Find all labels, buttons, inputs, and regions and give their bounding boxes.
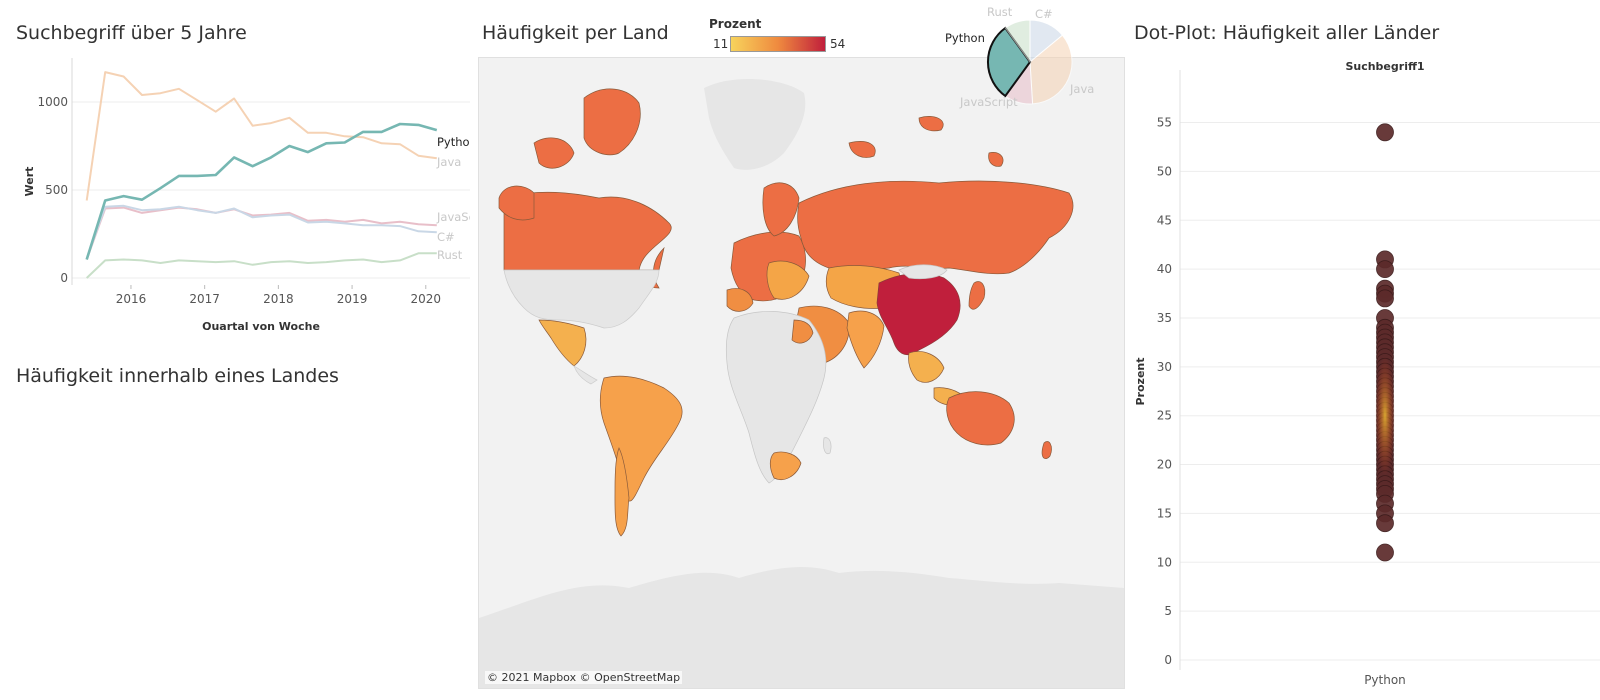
pie-label: JavaScript (959, 95, 1018, 109)
line-chart[interactable]: 0 500 1000 2016 2017 2018 2019 2020 Quartal von … (0, 0, 470, 330)
y-tick-label: 5 (1164, 604, 1172, 618)
alaska-shape[interactable] (498, 185, 535, 221)
y-tick-label: 50 (1157, 164, 1172, 178)
world-map[interactable]: © 2021 Mapbox © OpenStreetMap (478, 57, 1125, 689)
series-line-rust (86, 252, 437, 279)
series-label: Java (436, 155, 461, 169)
map-shapes (479, 78, 1124, 688)
data-point (1376, 289, 1394, 308)
map-legend-title: Prozent (709, 17, 762, 31)
y-axis-label: Wert (23, 167, 36, 197)
x-tick-label: 2017 (189, 292, 220, 306)
pie-slice-rust (1004, 19, 1031, 64)
map-title: Häufigkeit per Land (482, 22, 669, 44)
x-tick-label: 2019 (337, 292, 368, 306)
line-chart-title: Suchbegriff über 5 Jahre (16, 22, 247, 44)
y-tick-label: 15 (1157, 506, 1172, 520)
y-tick-label: 0 (60, 271, 68, 285)
usa-shape (503, 269, 660, 329)
pie-slice-java (1029, 34, 1073, 105)
madagascar-shape (823, 437, 832, 455)
data-point (1376, 123, 1394, 142)
china-shape[interactable] (876, 273, 961, 356)
chile-shape[interactable] (614, 447, 630, 537)
canada-islands-shape[interactable] (533, 88, 641, 169)
eastern-europe-shape[interactable] (766, 260, 810, 300)
egypt-shape[interactable] (791, 319, 814, 344)
series-label: Rust (437, 248, 463, 262)
pie-label: C# (1035, 7, 1053, 21)
x-axis-label: Quartal von Woche (202, 320, 320, 330)
series-line-javascript (85, 206, 437, 260)
series-line-java (85, 71, 437, 201)
y-tick-label: 55 (1157, 116, 1172, 130)
india-shape[interactable] (846, 310, 885, 369)
iberia-shape[interactable] (726, 288, 754, 312)
mexico-shape[interactable] (538, 319, 587, 367)
antarctica-shape (479, 566, 1124, 688)
y-tick-label: 0 (1164, 653, 1172, 667)
series-line-python (85, 122, 438, 260)
data-point (1376, 514, 1394, 533)
y-axis-label: Prozent (1134, 358, 1147, 406)
y-tick-label: 1000 (37, 95, 68, 109)
central-america-shape (573, 365, 598, 385)
dot-plot-title: Dot-Plot: Häufigkeit aller Länder (1134, 22, 1440, 44)
dot-plot-header: Suchbegriff1 (1345, 60, 1424, 73)
new-zealand-shape[interactable] (1041, 441, 1052, 459)
data-point (1376, 543, 1394, 562)
x-axis-label: Python (1364, 673, 1406, 687)
dot-plot[interactable]: Suchbegriff1 0 5 10 15 20 25 30 35 40 45 50 55 Prozen… (1130, 0, 1600, 700)
country-panel-title: Häufigkeit innerhalb eines Landes (16, 365, 339, 387)
south-africa-shape[interactable] (769, 451, 802, 480)
scandinavia-shape[interactable] (762, 182, 800, 237)
x-tick-label: 2016 (116, 292, 147, 306)
south-america-shape[interactable] (599, 375, 683, 502)
russia-shape[interactable] (797, 180, 1074, 275)
density-glow (1375, 355, 1395, 476)
y-tick-label: 30 (1157, 360, 1172, 374)
y-tick-label: 40 (1157, 262, 1172, 276)
data-point (1376, 260, 1394, 279)
y-tick-label: 20 (1157, 458, 1172, 472)
series-label: JavaScript (436, 210, 470, 224)
y-tick-label: 500 (45, 183, 68, 197)
x-tick-label: 2020 (411, 292, 442, 306)
y-tick-label: 10 (1157, 555, 1172, 569)
map-legend-gradient (730, 36, 826, 52)
russia-islands-shape[interactable] (848, 116, 1004, 167)
map-legend-max: 54 (830, 37, 846, 51)
map-legend-min: 11 (713, 37, 729, 51)
series-line-csharp (85, 204, 437, 259)
mongolia-shape (898, 264, 948, 280)
series-label: Python (437, 135, 470, 149)
pie-label: Python (945, 31, 985, 45)
greenland-shape (704, 78, 806, 170)
y-tick-label: 25 (1157, 409, 1172, 423)
x-tick-label: 2018 (263, 292, 294, 306)
y-tick-label: 35 (1157, 311, 1172, 325)
pie-label: Java (1069, 82, 1094, 96)
pie-label: Rust (987, 5, 1013, 19)
y-tick-label: 45 (1157, 213, 1172, 227)
map-attribution: © 2021 Mapbox © OpenStreetMap (485, 671, 683, 684)
pie-slice-python (987, 26, 1032, 98)
japan-shape[interactable] (968, 281, 986, 310)
australia-shape[interactable] (946, 391, 1015, 446)
series-label: C# (437, 230, 455, 244)
